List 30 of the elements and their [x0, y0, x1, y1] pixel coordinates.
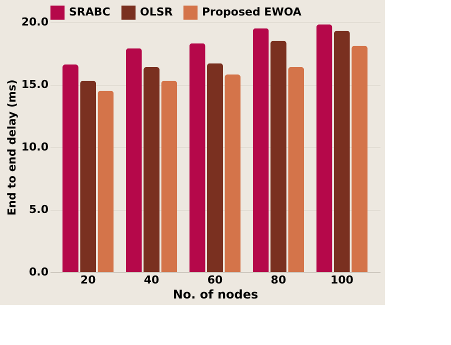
bar — [144, 67, 160, 272]
bar — [316, 24, 332, 272]
x-tick-label: 80 — [270, 274, 286, 286]
y-tick-label: 0.0 — [29, 266, 49, 278]
bar — [252, 28, 269, 272]
bar — [352, 46, 368, 272]
y-tick-label: 15.0 — [21, 78, 49, 91]
y-axis-title: End to end delay (ms) — [5, 80, 18, 216]
x-tick-label: 20 — [80, 274, 96, 286]
legend-label: SRABC — [69, 6, 110, 19]
bar — [126, 48, 142, 272]
bar — [224, 74, 241, 272]
bar — [288, 67, 304, 272]
bar — [80, 80, 96, 272]
y-tick-label: 10.0 — [21, 140, 49, 154]
bar — [62, 64, 78, 272]
bar — [270, 40, 286, 272]
bar — [98, 90, 114, 272]
bar — [161, 80, 178, 272]
bar — [207, 63, 223, 272]
x-tick-label: 40 — [144, 274, 160, 286]
x-axis-title: No. of nodes — [172, 288, 258, 302]
y-tick-label: 20.0 — [21, 16, 49, 28]
bar — [334, 30, 350, 272]
x-tick-label: 100 — [330, 274, 354, 286]
y-tick-label: 5.0 — [29, 203, 49, 216]
x-tick-label: 60 — [207, 274, 223, 286]
legend-label: OLSR — [140, 6, 174, 19]
bar — [189, 43, 206, 272]
legend-label: Proposed EWOA — [202, 6, 302, 19]
